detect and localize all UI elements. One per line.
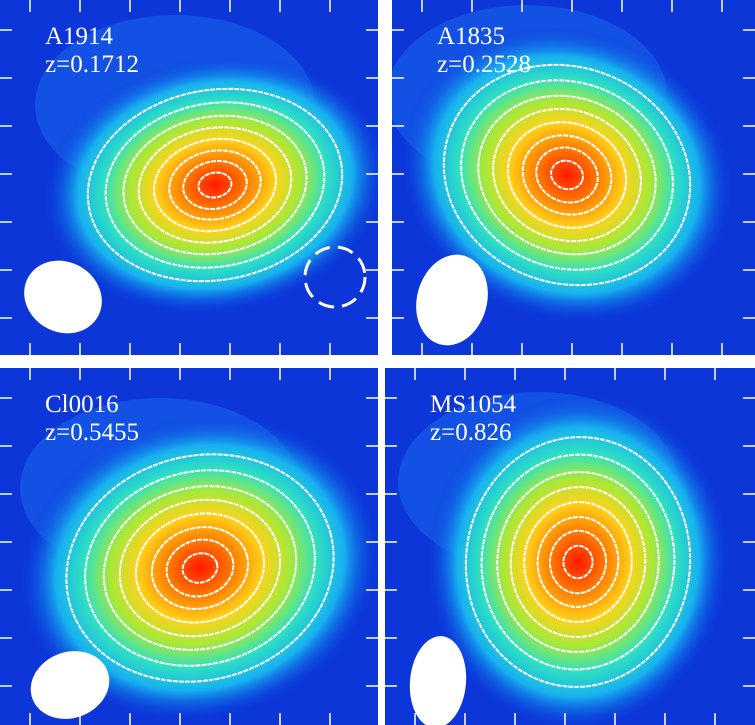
redshift: z=0.5455 bbox=[45, 419, 139, 446]
cluster-name: A1835 bbox=[437, 23, 505, 50]
figure: A1914z=0.1712A1835z=0.2528Cl0016z=0.5455… bbox=[0, 0, 755, 725]
redshift: z=0.826 bbox=[430, 419, 511, 446]
redshift: z=0.2528 bbox=[437, 51, 531, 78]
redshift: z=0.1712 bbox=[45, 51, 139, 78]
cluster-name: A1914 bbox=[45, 23, 114, 50]
cluster-name: MS1054 bbox=[430, 391, 517, 418]
cluster-name: Cl0016 bbox=[45, 391, 119, 418]
